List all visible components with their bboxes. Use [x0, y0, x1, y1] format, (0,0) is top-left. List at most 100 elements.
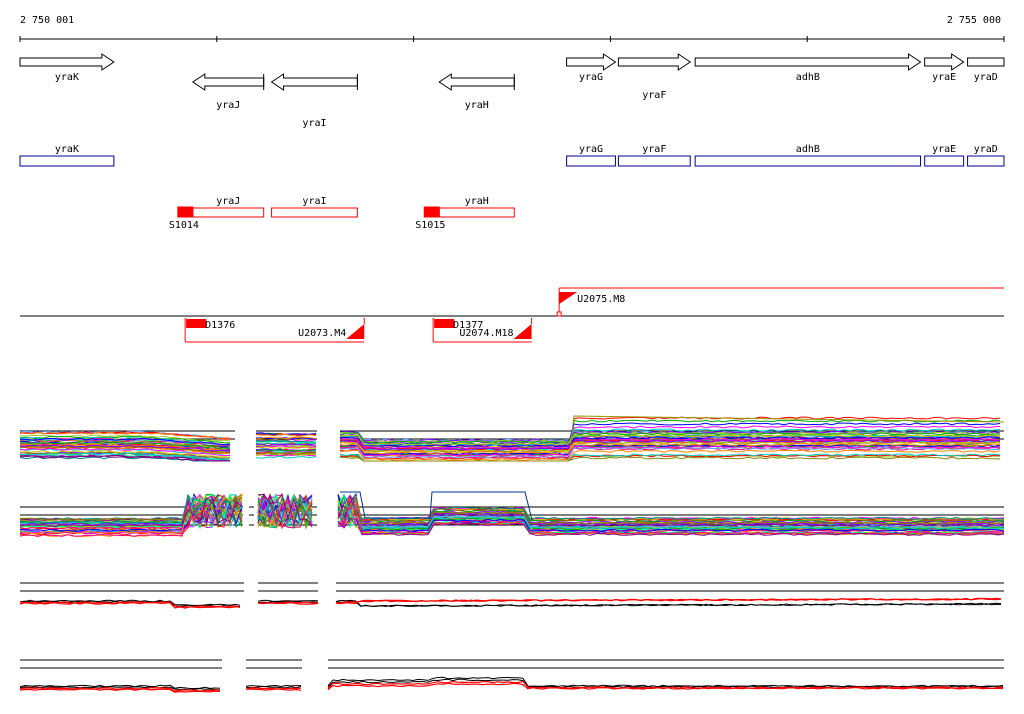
gene-arrow[interactable] [191, 73, 265, 91]
promoter-mark [177, 206, 194, 218]
signal-line [339, 438, 1001, 450]
operon-box[interactable] [438, 207, 515, 218]
gene-arrow[interactable] [19, 53, 115, 71]
signal-line [245, 688, 302, 691]
signal-line [257, 495, 313, 529]
signal-line [245, 687, 302, 690]
cds-yraG[interactable]: yraG [566, 144, 616, 167]
signal-line [255, 451, 317, 455]
gene-arrow[interactable] [967, 57, 1005, 67]
promoter-label: S1015 [415, 220, 445, 231]
gene-arrow[interactable] [617, 53, 692, 71]
gene-arrow[interactable] [694, 53, 922, 71]
signal-line [337, 492, 1005, 532]
signal-line [20, 454, 231, 462]
signal-line [19, 688, 221, 693]
cds-yraE[interactable]: yraE [924, 144, 965, 167]
cds-yraK[interactable]: yraK [19, 144, 115, 167]
promoter-mark [423, 206, 440, 218]
operon-yraH[interactable]: yraH S1015 [415, 196, 515, 231]
gene-arrow[interactable] [270, 73, 358, 91]
signal-line [255, 455, 317, 459]
operon-box[interactable] [192, 207, 265, 218]
signal-line [255, 433, 317, 437]
signal-line [340, 444, 1001, 455]
cds-box[interactable] [694, 155, 922, 167]
cds-adhB[interactable]: adhB [694, 144, 922, 167]
signal-line [19, 494, 243, 530]
gene-yraI[interactable]: yraI [270, 73, 358, 129]
gene-yraF[interactable]: yraF [617, 53, 692, 101]
signal-line [257, 599, 319, 602]
cds-box[interactable] [617, 155, 691, 167]
gene-label: yraG [579, 72, 603, 83]
operon-box[interactable] [271, 207, 358, 218]
operon-track: yraJ S1014 yraI yraH S1015 [169, 196, 515, 231]
operon-yraJ[interactable]: yraJ S1014 [169, 196, 265, 231]
signal-line [19, 448, 231, 457]
cds-yraF[interactable]: yraF [617, 144, 691, 167]
signal-line [339, 443, 1001, 455]
signal-line [19, 495, 243, 528]
signal-line [257, 602, 319, 605]
transcript-flag [513, 324, 532, 339]
transcript-U2075.M8[interactable]: U2075.M8 [556, 287, 1004, 317]
signal-line [339, 456, 1000, 462]
transcript-U2073.M4[interactable]: D1376 U2073.M4 [184, 318, 365, 343]
signal-line [255, 437, 317, 440]
gene-yraE[interactable]: yraE [924, 53, 965, 83]
signal-line [339, 445, 1001, 457]
signal-line [339, 447, 1001, 459]
signal-line [257, 497, 313, 529]
gene-arrow[interactable] [566, 53, 617, 71]
signal-line [337, 495, 1005, 525]
cds-box[interactable] [19, 155, 115, 167]
signal-track-2 [19, 491, 1005, 538]
signal-line [339, 449, 1001, 461]
signal-line [19, 446, 231, 455]
gene-label: yraK [55, 72, 79, 83]
signal-line [327, 678, 1004, 689]
gene-arrow[interactable] [438, 73, 515, 91]
signal-track-3 [19, 582, 1004, 609]
operon-label: yraI [302, 196, 326, 207]
operon-yraI[interactable]: yraI [271, 196, 358, 218]
signal-line [339, 439, 1001, 451]
transcript-label: U2075.M8 [577, 294, 625, 305]
cds-yraD[interactable]: yraD [967, 144, 1005, 167]
signal-line [19, 493, 243, 534]
gene-yraG[interactable]: yraG [566, 53, 617, 83]
gene-arrow[interactable] [924, 53, 965, 71]
gene-yraH[interactable]: yraH [438, 73, 515, 111]
transcript-flag [559, 292, 578, 304]
transcript-label: U2074.M18 [459, 328, 513, 339]
signal-line [339, 434, 1001, 446]
signal-line [19, 437, 231, 446]
transcript-label: U2073.M4 [298, 328, 346, 339]
signal-line [19, 495, 243, 522]
cds-box[interactable] [566, 155, 616, 167]
signal-line [339, 432, 1001, 444]
gene-yraK[interactable]: yraK [19, 53, 115, 83]
gene-label: yraH [465, 100, 489, 111]
cds-box[interactable] [924, 155, 965, 167]
signal-line [255, 450, 317, 454]
gene-yraJ[interactable]: yraJ [191, 73, 265, 111]
signal-line [19, 447, 231, 457]
signal-line [19, 495, 243, 527]
ruler-end-label: 2 755 000 [947, 15, 1001, 26]
signal-line [19, 450, 231, 459]
cds-box[interactable] [967, 155, 1005, 167]
promoter-label: S1014 [169, 220, 199, 231]
gene-adhB[interactable]: adhB [694, 53, 922, 83]
operon-label: yraH [465, 196, 489, 207]
cds-label: yraE [932, 144, 956, 155]
signal-line [20, 499, 243, 526]
ruler-ticks [19, 36, 1005, 42]
gene-label: yraD [974, 72, 998, 83]
cds-label: adhB [796, 144, 820, 155]
gene-yraD[interactable]: yraD [967, 54, 1005, 83]
